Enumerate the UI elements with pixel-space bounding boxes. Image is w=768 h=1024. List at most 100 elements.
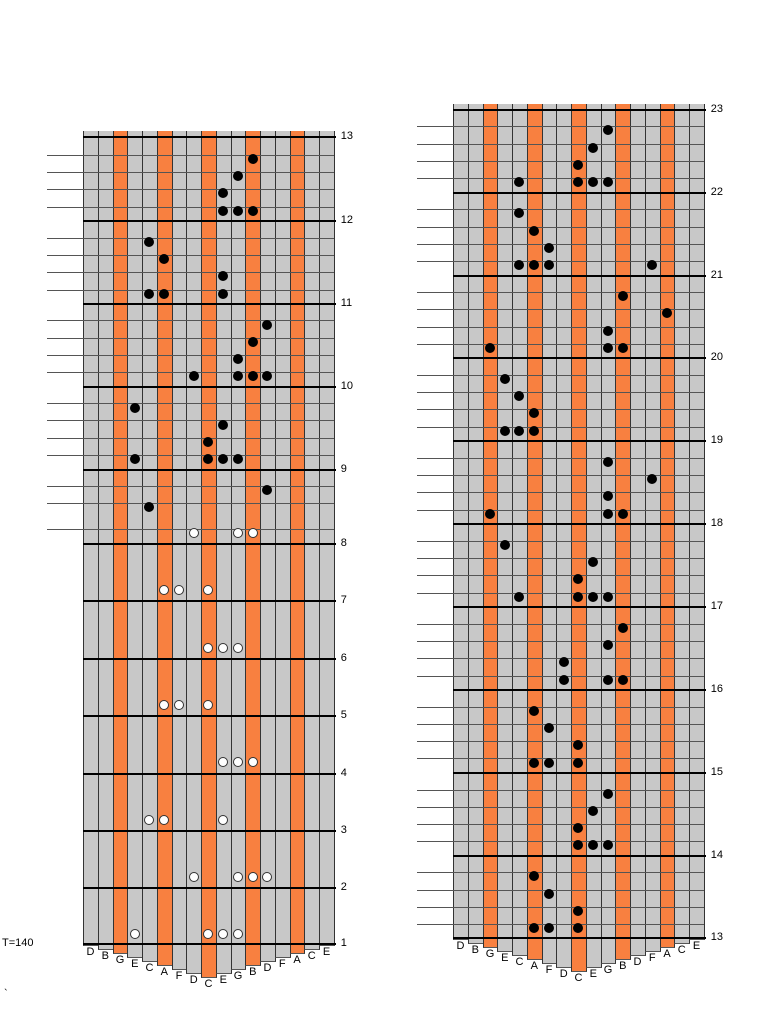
- note-open-circle: [203, 929, 214, 939]
- measure-line: [83, 386, 336, 388]
- tine-label: D: [86, 946, 95, 958]
- note-dot: [602, 343, 613, 353]
- tine-f: [171, 131, 188, 970]
- row-line: [417, 126, 704, 127]
- row-line: [417, 624, 704, 625]
- note-dot: [529, 871, 540, 881]
- tine-f: [541, 104, 558, 964]
- note-dot: [617, 291, 628, 301]
- note-dot: [573, 840, 584, 850]
- measure-line: [453, 109, 706, 111]
- measure-number: 2: [340, 881, 347, 893]
- note-dot: [617, 675, 628, 685]
- note-dot: [159, 289, 170, 299]
- tine-label: D: [189, 974, 198, 986]
- tine-label: C: [574, 972, 583, 984]
- note-dot: [159, 254, 170, 264]
- measure-line: [453, 606, 706, 608]
- row-line: [47, 486, 334, 487]
- note-dot: [602, 177, 613, 187]
- note-open-circle: [159, 700, 170, 710]
- row-line: [417, 575, 704, 576]
- note-open-circle: [188, 872, 199, 882]
- row-line: [417, 475, 704, 476]
- note-dot: [573, 740, 584, 750]
- tine-label: B: [619, 960, 627, 972]
- note-dot: [573, 758, 584, 768]
- row-line: [47, 438, 334, 439]
- row-line: [417, 309, 704, 310]
- note-dot: [514, 208, 525, 218]
- note-dot: [588, 806, 599, 816]
- tine-label: F: [648, 952, 656, 964]
- row-line: [417, 707, 704, 708]
- tine-a: [659, 104, 676, 948]
- note-dot: [232, 171, 243, 181]
- note-dot: [529, 408, 540, 418]
- measure-number: 20: [710, 351, 723, 363]
- note-dot: [129, 403, 140, 413]
- measure-number: 23: [710, 103, 723, 115]
- tine-label: C: [677, 944, 686, 956]
- row-line: [417, 244, 704, 245]
- tine-b: [245, 131, 261, 966]
- row-line: [417, 344, 704, 345]
- row-line: [417, 593, 704, 594]
- note-dot: [144, 289, 155, 299]
- tine-label: G: [115, 954, 125, 966]
- tine-label: C: [307, 950, 316, 962]
- measure-number: 13: [710, 931, 723, 943]
- row-line: [47, 355, 334, 356]
- row-line: [417, 492, 704, 493]
- tine-d: [556, 104, 572, 968]
- tine-b: [97, 131, 114, 950]
- measure-number: 19: [710, 434, 723, 446]
- note-dot: [218, 271, 229, 281]
- row-line: [417, 890, 704, 891]
- tine-d: [83, 131, 99, 946]
- note-dot: [484, 509, 495, 519]
- tine-label: E: [322, 946, 331, 958]
- note-dot: [129, 454, 140, 464]
- note-dot: [543, 243, 554, 253]
- tine-d: [186, 131, 202, 974]
- tine-label: C: [515, 956, 524, 968]
- note-dot: [529, 260, 540, 270]
- note-dot: [588, 592, 599, 602]
- row-line: [417, 558, 704, 559]
- tine-label: G: [485, 948, 495, 960]
- measure-number: 8: [340, 537, 347, 549]
- note-open-circle: [188, 528, 199, 538]
- note-dot: [499, 426, 510, 436]
- row-line: [47, 320, 334, 321]
- note-dot: [144, 237, 155, 247]
- stray-mark: `: [4, 988, 8, 1000]
- note-open-circle: [203, 643, 214, 653]
- row-line: [417, 458, 704, 459]
- note-dot: [247, 337, 258, 347]
- row-line: [47, 338, 334, 339]
- note-dot: [543, 758, 554, 768]
- note-dot: [543, 723, 554, 733]
- note-dot: [602, 840, 613, 850]
- row-line: [47, 503, 334, 504]
- note-open-circle: [203, 585, 214, 595]
- measure-number: 16: [710, 683, 723, 695]
- note-dot: [484, 343, 495, 353]
- row-line: [417, 841, 704, 842]
- tine-c: [201, 131, 217, 978]
- tine-label: F: [545, 964, 553, 976]
- tine-d: [453, 104, 469, 940]
- row-line: [47, 189, 334, 190]
- note-dot: [188, 371, 199, 381]
- measure-number: 11: [340, 297, 353, 309]
- note-open-circle: [232, 929, 243, 939]
- measure-line: [83, 773, 336, 775]
- note-open-circle: [232, 643, 243, 653]
- measure-number: 6: [340, 652, 347, 664]
- measure-line: [83, 136, 336, 138]
- note-dot: [588, 840, 599, 850]
- row-line: [417, 427, 704, 428]
- tine-label: F: [278, 958, 286, 970]
- tine-c: [512, 104, 528, 956]
